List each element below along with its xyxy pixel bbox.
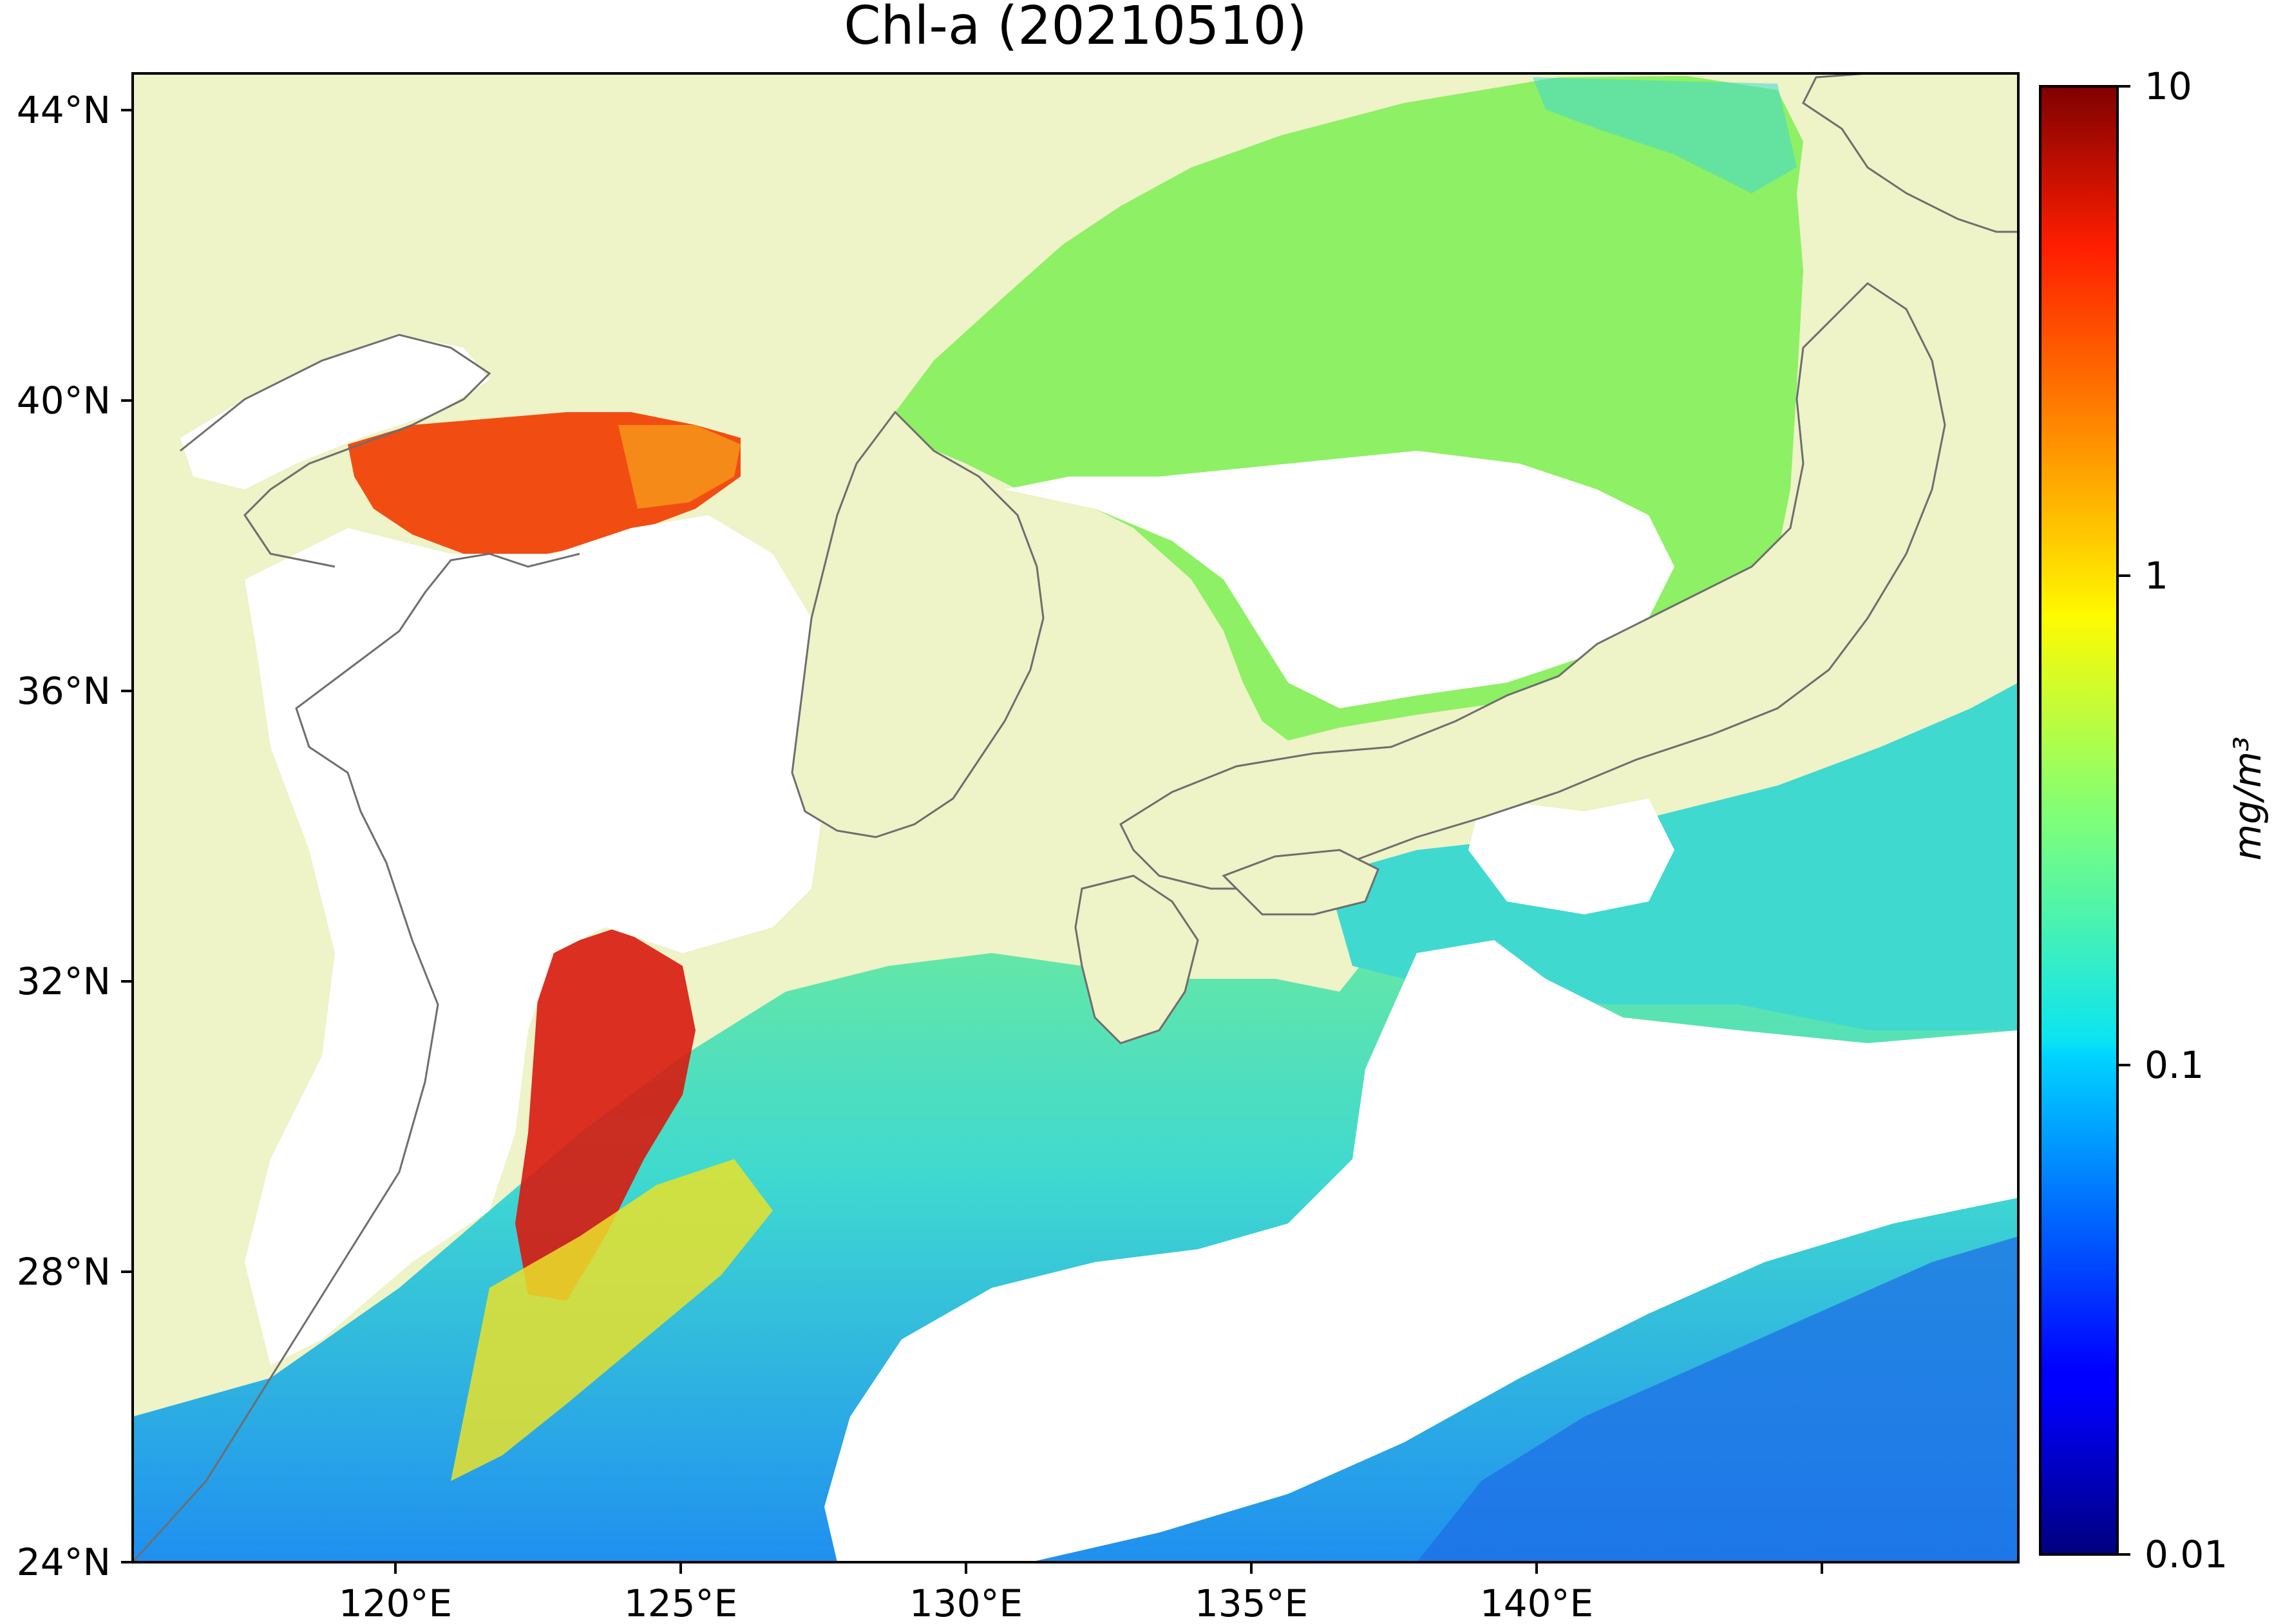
colorbar-unit-label: mg/m³ (2226, 737, 2269, 861)
colorbar-tick-label: 0.1 (2145, 1043, 2204, 1087)
lon-tick-label: 130°E (909, 1582, 1023, 1624)
japan-kyushu-land (1074, 874, 1199, 1044)
colorbar-gradient (2039, 85, 2119, 1556)
colorbar-tick-label: 0.01 (2145, 1533, 2228, 1576)
cloud-mask (180, 335, 2018, 1562)
lat-tick-label: 36°N (17, 669, 111, 713)
lat-tick-label: 40°N (17, 379, 111, 422)
china-coastline (133, 552, 580, 1562)
korea-land (791, 410, 1045, 838)
sea-of-japan-lowchl (1533, 77, 1797, 193)
bohai-coastline (180, 334, 491, 568)
lat-tick-label: 32°N (17, 959, 111, 1003)
lon-tick-label: 125°E (624, 1582, 737, 1624)
map-title: Chl-a (20210510) (844, 0, 1307, 57)
japan-shikoku-land (1222, 849, 1379, 916)
coastal-mid-chl (451, 1159, 773, 1481)
lat-axis: 24°N 28°N 32°N 36°N 40°N 44°N (17, 88, 133, 1584)
bohai-chl-east (618, 425, 741, 509)
pacific-south-japan-chl (1327, 683, 2018, 1030)
lat-tick-label: 28°N (17, 1250, 111, 1294)
map-frame (131, 72, 2020, 1563)
colorbar: 10 1 0.1 0.01 mg/m³ (2039, 64, 2269, 1576)
lon-tick-label: 140°E (1480, 1582, 1593, 1624)
coastal-high-chl (515, 927, 696, 1301)
colorbar-tick-label: 10 (2145, 64, 2192, 108)
lat-tick-label: 44°N (17, 88, 111, 132)
lon-axis: 120°E 125°E 130°E 135°E 140°E (339, 1562, 1823, 1624)
japan-honshu-land (1119, 282, 1946, 890)
pacific-deep-blue (1417, 1236, 2018, 1562)
lon-tick-label: 135°E (1195, 1582, 1308, 1624)
colorbar-tick-label: 1 (2145, 554, 2168, 598)
map-panel (133, 73, 2018, 1562)
lon-tick-label: 120°E (339, 1582, 452, 1624)
lat-tick-label: 24°N (17, 1540, 111, 1584)
